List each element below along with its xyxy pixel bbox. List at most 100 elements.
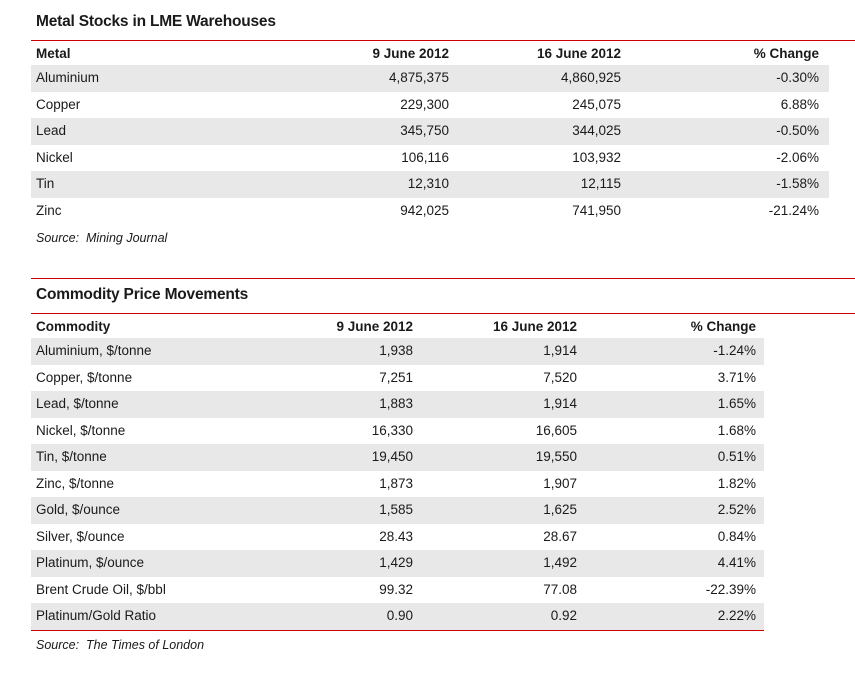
row-value: 1,914 xyxy=(543,396,577,411)
row-label: Silver, $/ounce xyxy=(36,528,125,544)
row-label: Brent Crude Oil, $/bbl xyxy=(36,581,166,597)
row-value: 1,585 xyxy=(379,502,413,517)
header-row: Metal 9 June 2012 16 June 2012 % Change xyxy=(31,41,829,65)
row-value: -22.39% xyxy=(705,581,756,597)
row-value: 4,875,375 xyxy=(388,70,449,85)
row-label: Copper, $/tonne xyxy=(36,369,133,385)
row-value: 1,429 xyxy=(379,555,413,570)
table-row: Brent Crude Oil, $/bbl 99.32 77.08 -22.39% xyxy=(31,577,764,604)
table-row: Silver, $/ounce 28.43 28.67 0.84% xyxy=(31,524,764,551)
row-value: 345,750 xyxy=(400,123,449,138)
row-value: 16,330 xyxy=(371,422,413,438)
column-header-metal: Metal xyxy=(36,46,71,61)
row-value: 229,300 xyxy=(400,96,449,112)
row-label: Tin, $/tonne xyxy=(36,449,107,464)
row-value: 1.65% xyxy=(717,396,756,411)
table-row: Aluminium 4,875,375 4,860,925 -0.30% xyxy=(31,65,829,92)
row-value: 3.71% xyxy=(717,369,756,385)
table-row: Nickel 106,116 103,932 -2.06% xyxy=(31,145,829,172)
row-label: Copper xyxy=(36,96,81,112)
row-label: Tin xyxy=(36,176,55,191)
row-value: 741,950 xyxy=(572,202,621,218)
row-label: Lead xyxy=(36,123,67,138)
column-header-pct-change: % Change xyxy=(690,319,756,334)
row-label: Platinum, $/ounce xyxy=(36,555,145,570)
table-row: Nickel, $/tonne 16,330 16,605 1.68% xyxy=(31,418,764,445)
table-row: Lead 345,750 344,025 -0.50% xyxy=(31,118,829,145)
metal-stocks-table: Metal 9 June 2012 16 June 2012 % Change … xyxy=(31,41,829,224)
row-value: 16,605 xyxy=(535,422,577,438)
header-row: Commodity 9 June 2012 16 June 2012 % Cha… xyxy=(31,314,764,338)
column-header-date2: 16 June 2012 xyxy=(536,46,621,61)
row-value: 1,914 xyxy=(543,343,577,358)
row-value: 77.08 xyxy=(543,581,577,597)
row-value: 106,116 xyxy=(401,149,449,165)
row-label: Gold, $/ounce xyxy=(36,502,121,517)
row-value: 7,251 xyxy=(379,369,413,385)
table-row: Aluminium, $/tonne 1,938 1,914 -1.24% xyxy=(31,338,764,365)
row-value: 12,310 xyxy=(407,176,449,191)
table-row: Copper, $/tonne 7,251 7,520 3.71% xyxy=(31,365,764,392)
row-value: 2.22% xyxy=(717,608,756,623)
row-value: 0.51% xyxy=(717,449,756,464)
row-value: -21.24% xyxy=(768,202,819,218)
row-value: 12,115 xyxy=(580,176,621,191)
row-value: -0.30% xyxy=(776,70,819,85)
commodity-prices-section: Commodity Price Movements Commodity 9 Ju… xyxy=(31,278,855,654)
row-value: 1,907 xyxy=(543,475,577,491)
row-value: -1.58% xyxy=(776,176,819,191)
row-value: 4.41% xyxy=(717,555,756,570)
row-value: 7,520 xyxy=(543,369,577,385)
table-row: Platinum, $/ounce 1,429 1,492 4.41% xyxy=(31,550,764,577)
row-value: 1,873 xyxy=(379,475,413,491)
row-label: Nickel, $/tonne xyxy=(36,422,126,438)
row-label: Lead, $/tonne xyxy=(36,396,119,411)
row-value: 0.84% xyxy=(717,528,756,544)
row-value: 1,625 xyxy=(543,502,577,517)
table-row: Platinum/Gold Ratio 0.90 0.92 2.22% xyxy=(31,603,764,630)
table-row: Zinc 942,025 741,950 -21.24% xyxy=(31,198,829,225)
table-row: Tin 12,310 12,115 -1.58% xyxy=(31,171,829,198)
row-value: 1.68% xyxy=(717,422,756,438)
row-value: 1,492 xyxy=(543,555,577,570)
row-value: 942,025 xyxy=(400,202,449,218)
table-row: Lead, $/tonne 1,883 1,914 1.65% xyxy=(31,391,764,418)
column-header-date2: 16 June 2012 xyxy=(492,319,577,334)
source-note-times-of-london: Source: The Times of London xyxy=(36,637,205,652)
row-value: 1,883 xyxy=(379,396,413,411)
source-note-mining-journal: Source: Mining Journal xyxy=(36,231,168,245)
row-value: 245,075 xyxy=(572,96,621,112)
row-value: 28.43 xyxy=(379,528,413,544)
document-page: Metal Stocks in LME Warehouses Metal 9 J… xyxy=(31,10,855,654)
table-title-commodity-prices: Commodity Price Movements xyxy=(31,278,855,314)
column-header-pct-change: % Change xyxy=(753,46,819,61)
row-label: Zinc, $/tonne xyxy=(36,475,115,491)
row-value: 19,450 xyxy=(371,449,413,464)
row-value: -2.06% xyxy=(776,149,819,165)
column-header-commodity: Commodity xyxy=(36,319,111,334)
row-value: 99.32 xyxy=(379,581,413,597)
row-label: Aluminium, $/tonne xyxy=(36,343,152,358)
row-value: 0.92 xyxy=(550,608,577,623)
row-label: Nickel xyxy=(36,149,73,165)
row-value: 1.82% xyxy=(717,475,756,491)
row-value: 103,932 xyxy=(572,149,621,165)
table-title-metal-stocks: Metal Stocks in LME Warehouses xyxy=(31,10,855,41)
row-label: Zinc xyxy=(36,202,62,218)
row-value: 6.88% xyxy=(780,96,819,112)
row-value: 1,938 xyxy=(379,343,413,358)
metal-stocks-section: Metal Stocks in LME Warehouses Metal 9 J… xyxy=(31,10,855,247)
table-row: Gold, $/ounce 1,585 1,625 2.52% xyxy=(31,497,764,524)
table-row: Zinc, $/tonne 1,873 1,907 1.82% xyxy=(31,471,764,498)
row-value: 28.67 xyxy=(543,528,577,544)
row-value: -0.50% xyxy=(776,123,819,138)
row-label: Platinum/Gold Ratio xyxy=(36,608,157,623)
row-value: 344,025 xyxy=(572,123,621,138)
column-header-date1: 9 June 2012 xyxy=(336,319,413,334)
row-label: Aluminium xyxy=(36,70,100,85)
row-value: 2.52% xyxy=(717,502,756,517)
table-row: Tin, $/tonne 19,450 19,550 0.51% xyxy=(31,444,764,471)
row-value: -1.24% xyxy=(713,343,756,358)
row-value: 0.90 xyxy=(386,608,413,623)
row-value: 4,860,925 xyxy=(560,70,621,85)
